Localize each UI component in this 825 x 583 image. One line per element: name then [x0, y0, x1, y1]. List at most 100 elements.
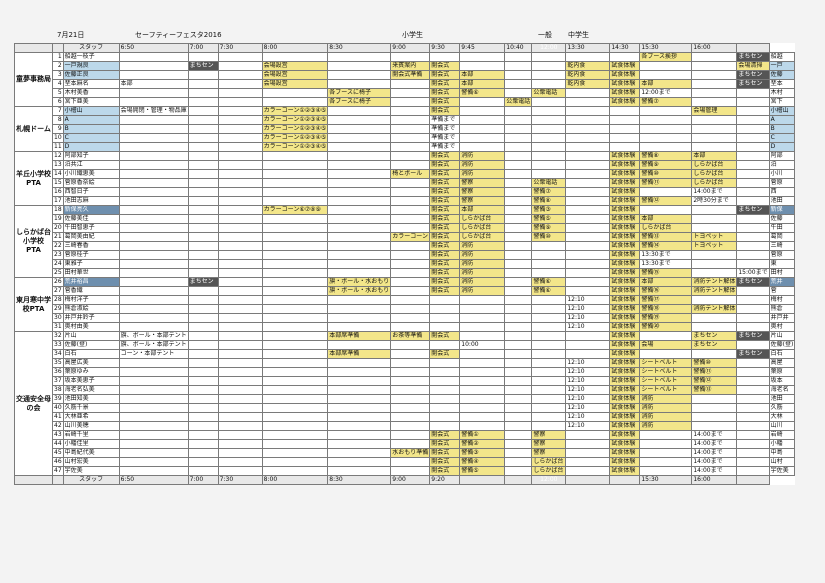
schedule-cell: まちセン — [736, 349, 770, 359]
schedule-cell: 会場設営 — [261, 79, 329, 89]
schedule-cell: 開会式 — [429, 106, 461, 116]
schedule-cell: 試食体験 — [609, 223, 641, 233]
schedule-cell — [459, 376, 506, 386]
schedule-cell: 試食体験 — [609, 232, 641, 242]
schedule-cell — [736, 214, 770, 224]
general-label: 一般 — [538, 31, 552, 39]
schedule-cell: 14:00まで — [691, 466, 738, 476]
schedule-cell: 試食体験 — [609, 187, 641, 197]
row-number: 16 — [52, 187, 64, 197]
schedule-cell — [327, 196, 392, 206]
schedule-cell — [504, 277, 533, 287]
schedule-cell — [261, 187, 329, 197]
schedule-cell: 開会式 — [429, 196, 461, 206]
schedule-cell — [691, 79, 738, 89]
schedule-cell — [736, 412, 770, 422]
row-number: 19 — [52, 214, 64, 224]
schedule-cell — [390, 106, 431, 116]
schedule-cell — [736, 178, 770, 188]
row-number: 33 — [52, 340, 64, 350]
schedule-cell — [187, 232, 219, 242]
schedule-cell — [390, 385, 431, 395]
schedule-cell — [609, 133, 641, 143]
time-header-cell: 15:30 — [639, 43, 693, 53]
schedule-cell — [736, 340, 770, 350]
row-number: 2 — [52, 61, 64, 71]
schedule-cell — [504, 358, 533, 368]
schedule-cell — [217, 52, 263, 62]
note-cell — [118, 241, 189, 251]
staff-name: 木村美香 — [62, 88, 120, 98]
schedule-cell: 警備⑩ — [531, 232, 567, 242]
schedule-cell: 警察 — [531, 439, 567, 449]
schedule-cell: 開会式 — [429, 79, 461, 89]
schedule-cell: 消防 — [459, 259, 506, 269]
staff-short-name: 荒井 — [768, 277, 796, 287]
schedule-cell — [217, 268, 263, 278]
schedule-cell: 試食体験 — [609, 214, 641, 224]
row-number: 15 — [52, 178, 64, 188]
schedule-cell — [736, 421, 770, 431]
schedule-cell — [459, 61, 506, 71]
note-cell — [118, 169, 189, 179]
schedule-cell — [390, 205, 431, 215]
row-number: 36 — [52, 367, 64, 377]
staff-name: 宇佐美 — [62, 466, 120, 476]
schedule-cell: 警備⑲ — [639, 313, 693, 323]
schedule-cell — [390, 97, 431, 107]
staff-name: 三崎春香 — [62, 241, 120, 251]
staff-short-name: D — [768, 142, 796, 152]
schedule-cell: 試食体験 — [609, 151, 641, 161]
schedule-cell — [565, 205, 611, 215]
table-row: 25 田村華世 開会式 消防 試食体験 警備⑮ 15:00まで 田村 — [15, 268, 796, 278]
note-cell — [118, 223, 189, 233]
staff-short-name: 久筋 — [768, 403, 796, 413]
time-header-cell: 7:30 — [217, 475, 263, 485]
schedule-cell — [187, 97, 219, 107]
schedule-cell — [217, 466, 263, 476]
schedule-cell — [187, 106, 219, 116]
staff-short-name: 新保 — [768, 205, 796, 215]
staff-name: 菅原香奈絵 — [62, 178, 120, 188]
schedule-cell — [609, 124, 641, 134]
schedule-cell: 開会式 — [429, 151, 461, 161]
schedule-cell — [327, 403, 392, 413]
schedule-cell — [531, 259, 567, 269]
schedule-cell: 12:10 — [565, 367, 611, 377]
schedule-cell: 開会式 — [429, 160, 461, 170]
schedule-cell: 消防 — [459, 250, 506, 260]
staff-short-name: 小幡 — [768, 439, 796, 449]
schedule-cell — [187, 466, 219, 476]
row-number: 42 — [52, 421, 64, 431]
schedule-cell — [504, 88, 533, 98]
row-number: 10 — [52, 133, 64, 143]
schedule-cell — [504, 439, 533, 449]
schedule-cell — [736, 394, 770, 404]
schedule-cell: まちセン — [691, 340, 738, 350]
schedule-cell: 準備まで — [429, 142, 461, 152]
schedule-cell — [531, 241, 567, 251]
schedule-cell — [639, 448, 693, 458]
schedule-cell — [187, 286, 219, 296]
note-cell — [118, 70, 189, 80]
staff-name: 岩崎千里 — [62, 430, 120, 440]
staff-short-name: 牛田 — [768, 223, 796, 233]
schedule-cell — [565, 457, 611, 467]
schedule-cell — [217, 115, 263, 125]
schedule-cell — [504, 250, 533, 260]
note-cell — [118, 88, 189, 98]
staff-name: 梅村洋子 — [62, 295, 120, 305]
table-row: 3 佐藤正良 会場設営 開会式準備 開会式 本部 乾内食 試食体験 まちセン 佐藤 — [15, 70, 796, 80]
row-number: 12 — [52, 151, 64, 161]
staff-short-name: 田村 — [768, 268, 796, 278]
schedule-cell: 開会式 — [429, 70, 461, 80]
row-number: 47 — [52, 466, 64, 476]
note-cell — [118, 97, 189, 107]
schedule-cell — [217, 178, 263, 188]
schedule-cell: 警備② — [459, 439, 506, 449]
schedule-cell — [459, 358, 506, 368]
schedule-cell: 試食体験 — [609, 385, 641, 395]
schedule-cell — [691, 403, 738, 413]
schedule-cell — [531, 367, 567, 377]
schedule-cell — [327, 178, 392, 188]
